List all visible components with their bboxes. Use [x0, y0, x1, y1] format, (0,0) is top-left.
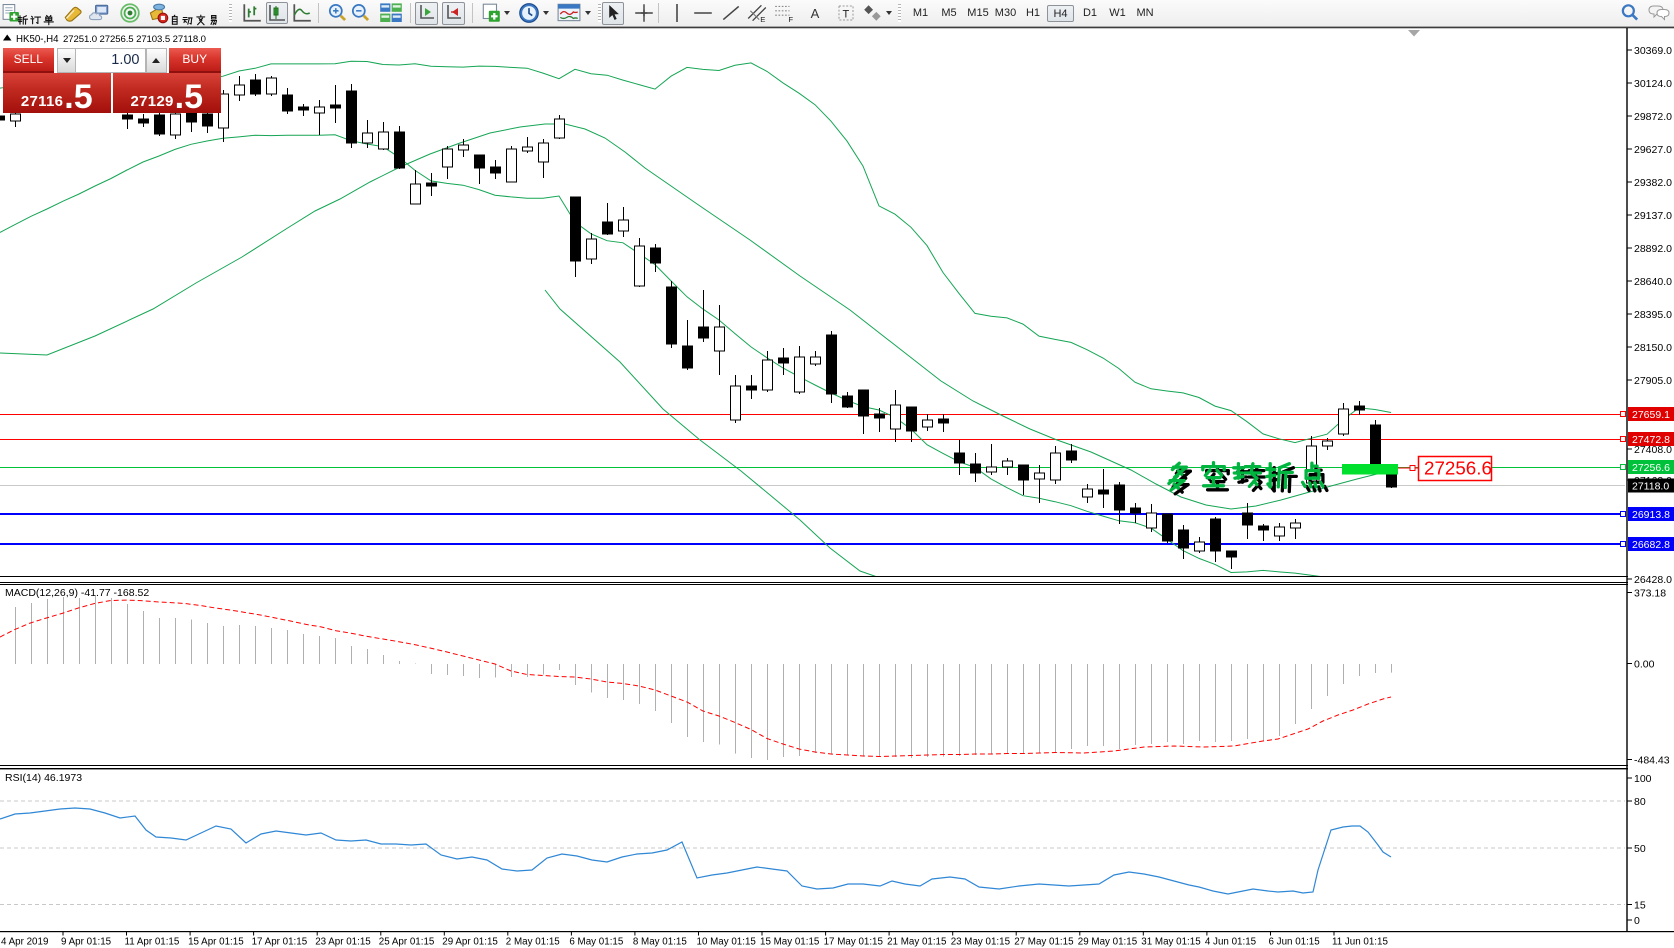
svg-text:6 May 01:15: 6 May 01:15	[569, 937, 623, 948]
svg-text:0: 0	[1634, 915, 1640, 927]
svg-text:10 May 01:15: 10 May 01:15	[697, 937, 757, 948]
svg-text:4 Apr 2019: 4 Apr 2019	[1, 937, 48, 948]
svg-text:23 May 01:15: 23 May 01:15	[951, 937, 1011, 948]
svg-text:23 Apr 01:15: 23 Apr 01:15	[315, 937, 371, 948]
svg-text:27256.6: 27256.6	[1632, 462, 1670, 474]
svg-text:27408.0: 27408.0	[1634, 444, 1672, 456]
svg-text:27659.1: 27659.1	[1632, 409, 1670, 421]
svg-text:29137.0: 29137.0	[1634, 210, 1672, 222]
svg-text:27118.0: 27118.0	[1632, 480, 1669, 492]
svg-text:9 Apr 01:15: 9 Apr 01:15	[61, 937, 112, 948]
svg-text:15 Apr 01:15: 15 Apr 01:15	[188, 937, 244, 948]
svg-text:50: 50	[1634, 843, 1646, 855]
svg-text:F: F	[788, 15, 793, 24]
svg-text:31 May 01:15: 31 May 01:15	[1141, 937, 1201, 948]
svg-text:11 Jun 01:15: 11 Jun 01:15	[1332, 937, 1388, 948]
svg-text:17 Apr 01:15: 17 Apr 01:15	[252, 937, 308, 948]
svg-text:27251.0 27256.5 27103.5 27118.: 27251.0 27256.5 27103.5 27118.0	[63, 34, 206, 45]
svg-text:4 Jun 01:15: 4 Jun 01:15	[1205, 937, 1257, 948]
svg-text:17 May 01:15: 17 May 01:15	[824, 937, 884, 948]
svg-text:11 Apr 01:15: 11 Apr 01:15	[125, 937, 180, 948]
svg-text:15: 15	[1634, 899, 1646, 911]
svg-text:27256.6: 27256.6	[1424, 458, 1492, 479]
svg-text:28640.0: 28640.0	[1634, 276, 1672, 288]
svg-text:15 May 01:15: 15 May 01:15	[760, 937, 820, 948]
svg-text:373.18: 373.18	[1634, 587, 1666, 599]
svg-text:RSI(14) 46.1973: RSI(14) 46.1973	[5, 772, 82, 784]
svg-text:2 May 01:15: 2 May 01:15	[506, 937, 560, 948]
svg-text:28395.0: 28395.0	[1634, 309, 1672, 321]
svg-text:29627.0: 29627.0	[1634, 144, 1672, 156]
svg-text:26682.8: 26682.8	[1632, 539, 1670, 551]
svg-text:28892.0: 28892.0	[1634, 243, 1672, 255]
svg-text:29382.0: 29382.0	[1634, 177, 1672, 189]
svg-text:100: 100	[1634, 773, 1652, 785]
svg-text:26428.0: 26428.0	[1634, 574, 1672, 586]
svg-text:8 May 01:15: 8 May 01:15	[633, 937, 687, 948]
svg-text:0.00: 0.00	[1634, 658, 1655, 670]
svg-text:26913.8: 26913.8	[1632, 509, 1670, 521]
svg-text:27472.8: 27472.8	[1632, 434, 1670, 446]
svg-text:29872.0: 29872.0	[1634, 111, 1672, 123]
svg-text:27905.0: 27905.0	[1634, 375, 1672, 387]
svg-text:30369.0: 30369.0	[1634, 45, 1672, 57]
svg-text:80: 80	[1634, 796, 1646, 808]
svg-text:HK50-,H4: HK50-,H4	[16, 34, 59, 45]
svg-text:-484.43: -484.43	[1634, 754, 1670, 766]
svg-text:29 Apr 01:15: 29 Apr 01:15	[442, 937, 498, 948]
svg-text:MACD(12,26,9) -41.77 -168.52: MACD(12,26,9) -41.77 -168.52	[5, 587, 149, 599]
svg-text:6 Jun 01:15: 6 Jun 01:15	[1269, 937, 1321, 948]
svg-text:29 May 01:15: 29 May 01:15	[1078, 937, 1138, 948]
svg-text:28150.0: 28150.0	[1634, 342, 1672, 354]
svg-text:27 May 01:15: 27 May 01:15	[1014, 937, 1074, 948]
svg-text:E: E	[760, 15, 765, 24]
svg-text:30124.0: 30124.0	[1634, 78, 1672, 90]
svg-text:21 May 01:15: 21 May 01:15	[887, 937, 947, 948]
svg-text:T: T	[843, 9, 850, 21]
svg-text:25 Apr 01:15: 25 Apr 01:15	[379, 937, 435, 948]
